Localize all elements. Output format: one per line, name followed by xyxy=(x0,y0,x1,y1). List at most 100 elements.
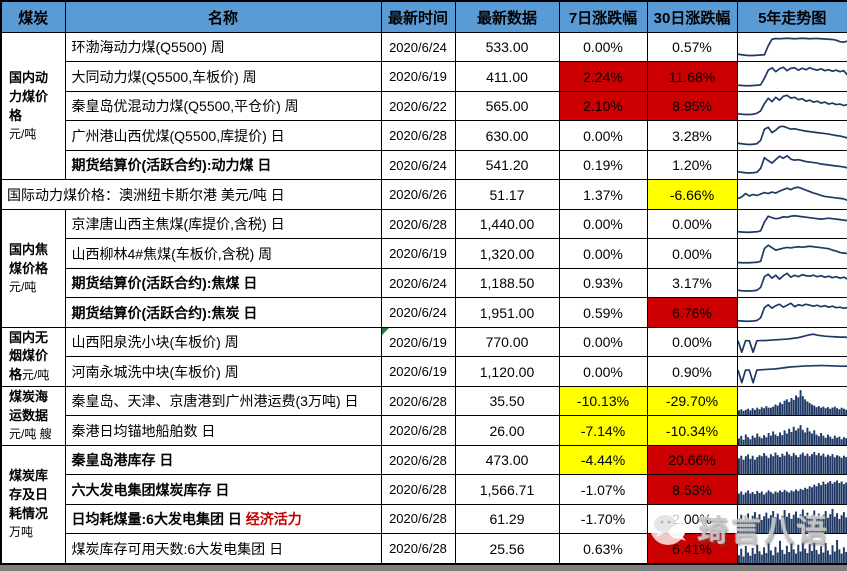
table-row: 煤炭库存及日耗情况 万吨 秦皇岛港库存 日 2020/6/28 473.00 -4… xyxy=(0,444,847,565)
latest-value: 533.00 xyxy=(454,31,560,63)
trend-chart-cell xyxy=(736,208,847,240)
indicator-name: 广州港山西优煤(Q5500,库提价) 日 xyxy=(64,120,382,151)
trend-chart-cell xyxy=(736,120,847,151)
sparkline-chart xyxy=(738,92,847,120)
indicator-name: 秦皇岛、天津、京唐港到广州港运费(3万吨) 日 xyxy=(64,385,382,417)
header-coal: 煤炭 xyxy=(0,0,66,33)
latest-value: 411.00 xyxy=(454,61,560,92)
category-domestic-thermal-coal: 国内动力煤价格 元/吨 xyxy=(0,31,66,181)
change-7d: 0.63% xyxy=(558,533,648,565)
change-30d: 0.00% xyxy=(646,208,738,240)
change-30d: 8.95% xyxy=(646,90,738,122)
latest-date: 2020/6/28 xyxy=(380,208,456,240)
trend-chart-cell xyxy=(736,90,847,122)
latest-value: 61.29 xyxy=(454,503,560,535)
change-30d: -10.34% xyxy=(646,415,738,446)
category-unit: 元/吨 xyxy=(9,279,37,294)
indicator-name: 秦皇岛港库存 日 xyxy=(64,444,382,476)
trend-chart-cell xyxy=(736,356,847,387)
latest-date: 2020/6/28 xyxy=(380,385,456,417)
change-30d: 0.90% xyxy=(646,356,738,387)
latest-date: 2020/6/28 xyxy=(380,444,456,476)
change-7d: 0.00% xyxy=(558,120,648,151)
change-7d: 2.10% xyxy=(558,90,648,122)
table-row-international: 国际动力煤价格：澳洲纽卡斯尔港 美元/吨 日 2020/6/26 51.17 1… xyxy=(0,179,847,210)
change-7d: -4.44% xyxy=(558,444,648,476)
category-unit: 元/吨 xyxy=(9,126,37,141)
indicator-name: 山西阳泉洗小块(车板价) 周 xyxy=(64,326,382,358)
header-latest-time: 最新时间 xyxy=(380,0,456,33)
table-row: 期货结算价(活跃合约):焦炭 日 2020/6/24 1,951.00 0.59… xyxy=(1,297,847,328)
table-row: 日均耗煤量:6大发电集团 日 经济活力 2020/6/28 61.29 -1.7… xyxy=(1,503,847,535)
sparkline-chart xyxy=(738,240,847,268)
bottom-gray-bar xyxy=(0,565,847,571)
sparkline-chart xyxy=(738,479,847,504)
latest-value: 35.50 xyxy=(454,385,560,417)
change-30d: 6.76% xyxy=(646,297,738,328)
latest-value: 1,951.00 xyxy=(454,297,560,328)
latest-value: 1,440.00 xyxy=(454,208,560,240)
change-30d: 0.00% xyxy=(646,326,738,358)
indicator-name: 期货结算价(活跃合约):焦煤 日 xyxy=(64,267,382,299)
sparkline-chart xyxy=(738,451,847,474)
change-7d: 0.00% xyxy=(558,208,648,240)
latest-value: 25.56 xyxy=(454,533,560,565)
change-7d: 0.00% xyxy=(558,356,648,387)
change-7d: -1.07% xyxy=(558,474,648,505)
category-inventory: 煤炭库存及日耗情况 万吨 xyxy=(0,444,66,565)
category-unit: 元/吨 艘 xyxy=(9,426,52,441)
trend-chart-cell xyxy=(736,179,847,210)
trend-chart-cell xyxy=(736,415,847,446)
table-row: 河南永城洗中块(车板价) 周 2020/6/19 1,120.00 0.00% … xyxy=(1,356,847,387)
change-30d: 0.00% xyxy=(646,238,738,269)
economic-vitality-label: 经济活力 xyxy=(245,510,302,527)
latest-value: 26.00 xyxy=(454,415,560,446)
category-unit: 万吨 xyxy=(9,524,34,539)
sparkline-chart xyxy=(738,210,847,238)
indicator-name: 河南永城洗中块(车板价) 周 xyxy=(64,356,382,387)
latest-value: 1,188.50 xyxy=(454,267,560,299)
category-unit: 元/吨 xyxy=(22,368,50,383)
change-30d: 0.57% xyxy=(646,31,738,63)
trend-chart-cell xyxy=(736,385,847,417)
change-7d: 0.93% xyxy=(558,267,648,299)
change-30d: 8.53% xyxy=(646,474,738,505)
table-row: 煤炭海运数据 元/吨 艘 秦皇岛、天津、京唐港到广州港运费(3万吨) 日 2020… xyxy=(0,385,847,446)
indicator-name: 秦皇岛优混动力煤(Q5500,平仓价) 周 xyxy=(64,90,382,122)
sparkline-chart xyxy=(738,424,847,445)
change-7d: -7.14% xyxy=(558,415,648,446)
latest-value: 770.00 xyxy=(454,326,560,358)
indicator-name: 期货结算价(活跃合约):动力煤 日 xyxy=(64,149,382,181)
change-7d: 1.37% xyxy=(558,179,648,210)
trend-chart-cell xyxy=(736,444,847,476)
trend-chart-cell xyxy=(736,61,847,92)
indicator-name: 六大发电集团煤炭库存 日 xyxy=(64,474,382,505)
sparkline-chart xyxy=(738,63,847,91)
change-7d: 0.59% xyxy=(558,297,648,328)
indicator-name: 期货结算价(活跃合约):焦炭 日 xyxy=(64,297,382,328)
sparkline-chart xyxy=(738,151,847,179)
table-row: 期货结算价(活跃合约):动力煤 日 2020/6/24 541.20 0.19%… xyxy=(1,149,847,181)
latest-value: 51.17 xyxy=(454,179,560,210)
indicator-name: 秦港日均锚地船舶数 日 xyxy=(64,415,382,446)
sparkline-chart xyxy=(738,508,847,533)
latest-date: 2020/6/28 xyxy=(380,474,456,505)
table-row: 煤炭库存可用天数:6大发电集团 日 2020/6/28 25.56 0.63% … xyxy=(1,533,847,565)
latest-value: 1,120.00 xyxy=(454,356,560,387)
latest-date: 2020/6/28 xyxy=(380,415,456,446)
trend-chart-cell xyxy=(736,474,847,505)
trend-chart-cell xyxy=(736,149,847,181)
change-30d: -6.66% xyxy=(646,179,738,210)
latest-date: 2020/6/26 xyxy=(380,179,456,210)
table-row: 期货结算价(活跃合约):焦煤 日 2020/6/24 1,188.50 0.93… xyxy=(1,267,847,299)
table-row: 山西柳林4#焦煤(车板价,含税) 周 2020/6/19 1,320.00 0.… xyxy=(1,238,847,269)
header-30d-change: 30日涨跌幅 xyxy=(646,0,738,33)
indicator-name: 煤炭库存可用天数:6大发电集团 日 xyxy=(64,533,382,565)
latest-value: 1,320.00 xyxy=(454,238,560,269)
header-7d-change: 7日涨跌幅 xyxy=(558,0,648,33)
category-coking-coal: 国内焦煤价格 元/吨 xyxy=(0,208,66,328)
header-5y-trend: 5年走势图 xyxy=(736,0,847,33)
indicator-name: 环渤海动力煤(Q5500) 周 xyxy=(64,31,382,63)
table-row: 秦皇岛优混动力煤(Q5500,平仓价) 周 2020/6/22 565.00 2… xyxy=(1,90,847,122)
